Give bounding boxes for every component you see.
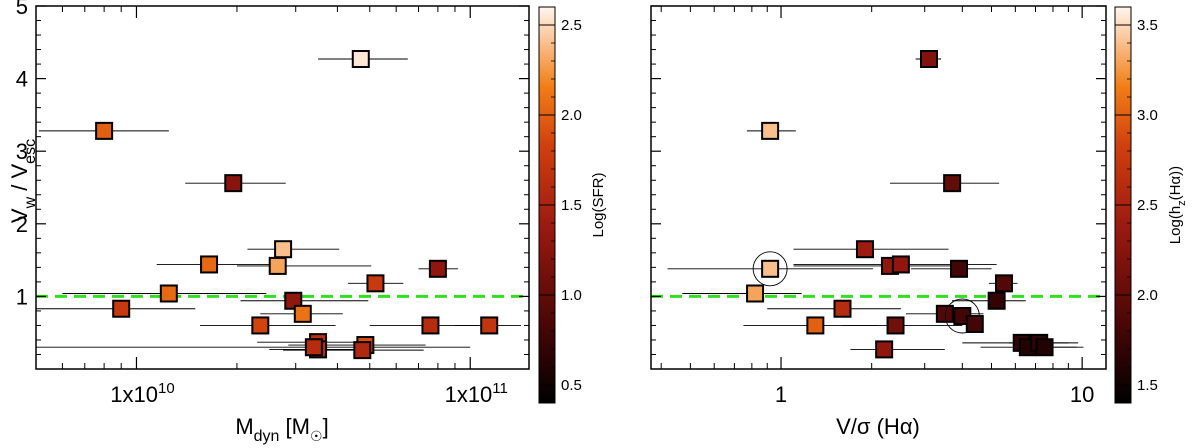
right-data-point: [950, 259, 969, 278]
right-data-point: [746, 284, 765, 303]
left-y-tick-label: 2: [16, 212, 28, 237]
left-y-axis-title: Vw / Vesc: [7, 139, 39, 223]
left-data-point: [274, 240, 293, 259]
right-data-point: [806, 316, 825, 335]
left-data-point: [251, 316, 270, 335]
left-colorbar-tick-label: 1.0: [561, 287, 582, 304]
left-x-tick-label: 1x1010: [110, 380, 174, 407]
left-colorbar-tick-label: 0.5: [561, 377, 582, 394]
right-data-point: [833, 299, 852, 318]
left-data-point: [159, 284, 178, 303]
left-panel: 1 2 3 4 5 1x1010 1x1011 Vw / Vesc Mdyn [M☉] 0.…: [7, 0, 607, 445]
right-colorbar-title: Log(hz(Hα)): [1167, 166, 1188, 244]
left-data-point: [480, 316, 499, 335]
left-points: [95, 49, 499, 360]
right-plot-frame: [650, 5, 1107, 370]
left-data-point: [421, 316, 440, 335]
left-colorbar-tick-label: 2.0: [561, 107, 582, 124]
left-y-tick-label: 5: [16, 0, 28, 19]
right-data-point: [935, 304, 954, 323]
left-axis-ticks: 1 2 3 4 5 1x1010 1x1011: [16, 0, 529, 407]
right-colorbar-ticks: 1.5 2.0 2.5 3.0 3.5: [1115, 17, 1158, 404]
left-data-point: [112, 299, 131, 318]
right-colorbar-tick-label: 3.5: [1137, 17, 1158, 34]
right-data-point: [761, 259, 780, 278]
right-error-bars: [667, 58, 1084, 350]
left-x-axis-title: Mdyn [M☉]: [235, 414, 328, 445]
right-points: [746, 49, 1054, 359]
right-highlight-circle: [752, 251, 788, 287]
right-data-point: [994, 274, 1013, 293]
right-colorbar-tick-label: 1.5: [1137, 377, 1158, 394]
left-data-point: [268, 256, 287, 275]
right-axis-ticks: 1 10: [651, 5, 1106, 407]
left-data-point: [95, 121, 114, 140]
left-colorbar-tick-label: 2.5: [561, 17, 582, 34]
left-x-tick-label: 1x1011: [445, 380, 508, 407]
left-data-point: [366, 274, 385, 293]
right-data-point: [855, 240, 874, 259]
left-colorbar-ticks: 0.5 1.0 1.5 2.0 2.5: [539, 17, 582, 404]
right-colorbar-tick-label: 3.0: [1137, 107, 1158, 124]
left-data-point: [224, 174, 243, 193]
left-y-tick-label: 3: [16, 139, 28, 164]
left-y-tick-label: 4: [16, 67, 28, 92]
left-colorbar-tick-label: 1.5: [561, 197, 582, 214]
left-data-point: [293, 304, 312, 323]
right-data-point: [891, 255, 910, 274]
left-data-point: [351, 49, 370, 68]
left-data-point: [200, 255, 219, 274]
right-data-point: [1035, 338, 1054, 357]
right-data-point: [943, 174, 962, 193]
right-x-tick-label: 1: [775, 382, 787, 407]
left-error-bars: [36, 58, 522, 351]
right-x-axis-title: V/σ (Hα): [836, 414, 920, 439]
left-colorbar-title: Log(SFR): [590, 172, 607, 237]
right-data-point: [761, 121, 780, 140]
left-data-point: [284, 291, 303, 310]
left-data-point: [353, 341, 372, 360]
right-colorbar-tick-label: 2.5: [1137, 197, 1158, 214]
right-data-point: [987, 291, 1006, 310]
left-y-tick-label: 1: [16, 284, 28, 309]
right-data-point: [886, 316, 905, 335]
right-colorbar-tick-label: 2.0: [1137, 287, 1158, 304]
left-data-point: [304, 338, 323, 357]
left-data-point: [428, 259, 447, 278]
left-plot-frame: [35, 5, 530, 370]
right-x-tick-label: 10: [1070, 382, 1094, 407]
right-data-point: [965, 314, 984, 333]
right-panel: 1 10 V/σ (Hα) 1.5 2.0 2.5 3.0 3.5 Log(hz(Hα)): [650, 5, 1188, 439]
right-data-point: [875, 340, 894, 359]
right-data-point: [919, 49, 938, 68]
